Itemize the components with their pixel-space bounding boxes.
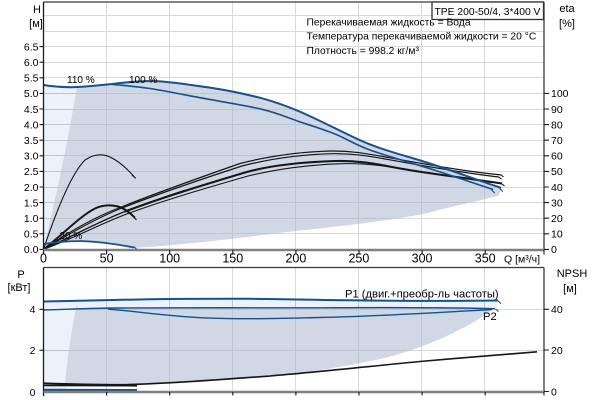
- svg-text:3.5: 3.5: [24, 135, 39, 147]
- svg-text:5.0: 5.0: [24, 88, 39, 100]
- svg-text:10: 10: [551, 229, 563, 241]
- svg-text:Плотность = 998.2 кг/м³: Плотность = 998.2 кг/м³: [307, 46, 420, 57]
- svg-text:NPSH: NPSH: [557, 268, 588, 280]
- svg-text:250: 250: [348, 252, 369, 266]
- svg-text:H: H: [33, 4, 41, 16]
- svg-text:60: 60: [551, 151, 563, 163]
- svg-text:200: 200: [285, 252, 306, 266]
- svg-text:90: 90: [551, 104, 563, 116]
- svg-text:20: 20: [551, 213, 563, 225]
- svg-text:[%]: [%]: [559, 18, 575, 30]
- svg-text:Q [м³/ч]: Q [м³/ч]: [504, 254, 540, 266]
- svg-text:100 %: 100 %: [129, 75, 157, 86]
- svg-text:110 %: 110 %: [67, 75, 95, 86]
- svg-text:0: 0: [551, 386, 557, 398]
- svg-text:5.5: 5.5: [24, 73, 39, 85]
- svg-text:P2: P2: [483, 311, 497, 323]
- svg-text:2: 2: [30, 345, 36, 357]
- svg-text:P: P: [17, 269, 24, 281]
- svg-text:Перекачиваемая жидкость = Вода: Перекачиваемая жидкость = Вода: [307, 18, 471, 29]
- svg-text:1.5: 1.5: [24, 197, 39, 209]
- svg-text:6.0: 6.0: [24, 57, 39, 69]
- svg-text:350: 350: [475, 252, 496, 266]
- svg-text:6.5: 6.5: [24, 41, 39, 53]
- svg-text:Температура перекачиваемой жид: Температура перекачиваемой жидкости = 20…: [307, 32, 537, 43]
- svg-text:4: 4: [30, 304, 36, 316]
- svg-text:20: 20: [551, 345, 563, 357]
- svg-text:[м]: [м]: [29, 18, 43, 30]
- svg-text:3.0: 3.0: [24, 151, 39, 163]
- svg-text:80: 80: [551, 119, 563, 131]
- svg-text:0.0: 0.0: [24, 244, 39, 256]
- svg-text:0: 0: [40, 252, 47, 266]
- svg-text:50: 50: [551, 166, 563, 178]
- svg-text:50: 50: [100, 252, 114, 266]
- svg-text:20 %: 20 %: [60, 231, 83, 242]
- svg-text:2.0: 2.0: [24, 182, 39, 194]
- svg-text:1.0: 1.0: [24, 213, 39, 225]
- svg-text:P1 (двиг.+преобр-ль частоты): P1 (двиг.+преобр-ль частоты): [345, 289, 499, 301]
- svg-text:eta: eta: [559, 3, 575, 15]
- svg-text:4.0: 4.0: [24, 119, 39, 131]
- svg-text:0: 0: [551, 244, 557, 256]
- svg-text:30: 30: [551, 197, 563, 209]
- svg-text:TPE 200-50/4, 3*400 V: TPE 200-50/4, 3*400 V: [435, 7, 541, 18]
- svg-text:100: 100: [551, 88, 569, 100]
- svg-text:4.5: 4.5: [24, 104, 39, 116]
- svg-text:70: 70: [551, 135, 563, 147]
- svg-text:300: 300: [412, 252, 433, 266]
- svg-text:100: 100: [159, 252, 180, 266]
- svg-text:40: 40: [551, 182, 563, 194]
- svg-text:[кВт]: [кВт]: [8, 282, 31, 294]
- svg-text:[м]: [м]: [563, 283, 577, 295]
- svg-text:2.5: 2.5: [24, 166, 39, 178]
- svg-text:150: 150: [222, 252, 243, 266]
- svg-text:0.5: 0.5: [24, 229, 39, 241]
- svg-text:40: 40: [551, 304, 563, 316]
- svg-text:0: 0: [30, 387, 36, 399]
